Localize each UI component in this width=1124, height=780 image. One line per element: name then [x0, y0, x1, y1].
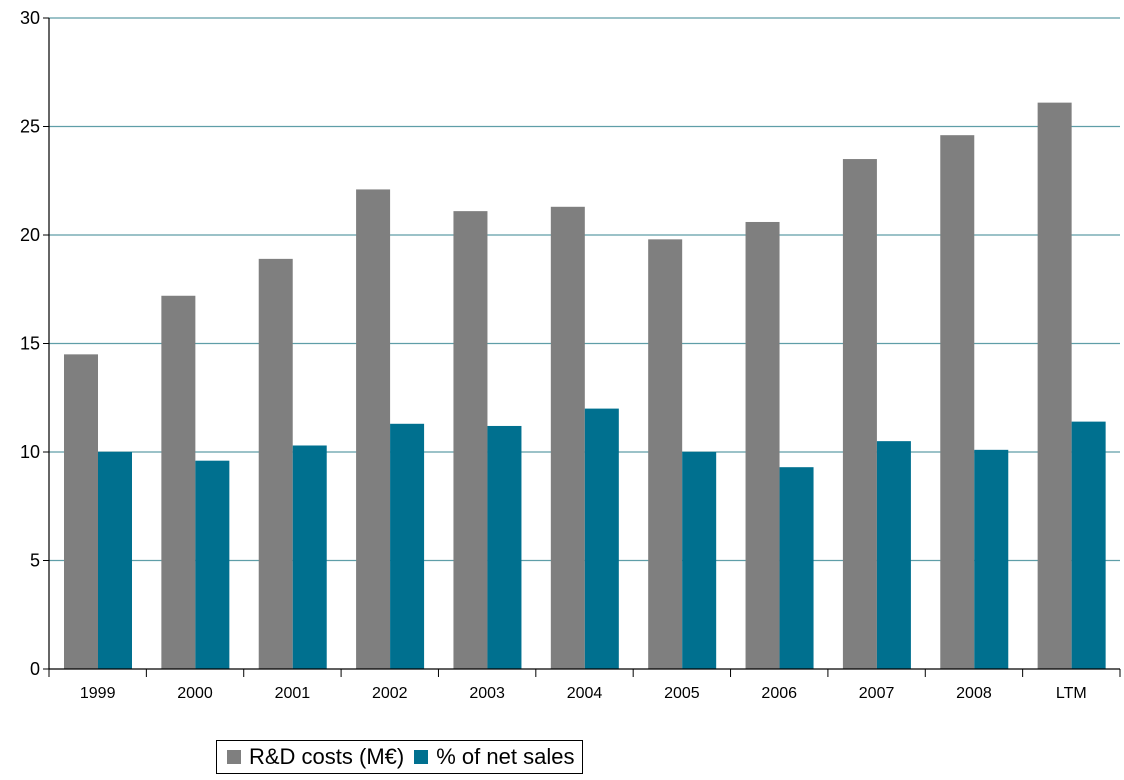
- x-tick-label-LTM: LTM: [1056, 685, 1087, 702]
- bar-rd-costs-2007: [842, 159, 877, 670]
- bar-rd-costs-1999: [64, 354, 98, 669]
- legend-swatch-net-sales: [414, 750, 429, 764]
- x-tick-label-2005: 2005: [664, 685, 700, 702]
- x-tick-label-2001: 2001: [275, 685, 311, 702]
- bar-net-sales-2008: [974, 449, 1009, 669]
- y-tick-label-0: 0: [30, 659, 40, 679]
- x-tick-label-2002: 2002: [372, 685, 408, 702]
- bar-net-sales-2002: [390, 423, 425, 669]
- x-tick-label-2007: 2007: [859, 685, 895, 702]
- y-tick-label-30: 30: [20, 8, 40, 28]
- bar-rd-costs-2006: [745, 221, 780, 670]
- y-tick-label-10: 10: [20, 442, 40, 462]
- bar-rd-costs-2003: [453, 211, 488, 669]
- bar-net-sales-2006: [779, 467, 814, 669]
- x-tick-label-2000: 2000: [177, 685, 213, 702]
- tick-labels: 0 5 10 15 20 25 30 1999 2000 2001 2002 2003 2004 2005…: [20, 8, 1087, 702]
- legend: R&D costs (M€) % of net sales: [216, 740, 584, 774]
- bar-net-sales-2001: [292, 445, 327, 669]
- y-tick-label-20: 20: [20, 225, 40, 245]
- bars: [64, 102, 1106, 670]
- bar-rd-costs-2008: [940, 135, 975, 669]
- y-tick-label-5: 5: [30, 551, 40, 571]
- x-tick-label-2006: 2006: [761, 685, 797, 702]
- x-tick-label-2003: 2003: [469, 685, 505, 702]
- legend-swatch-rd-costs: [227, 750, 241, 764]
- bar-net-sales-2007: [876, 441, 911, 669]
- bar-net-sales-2003: [487, 425, 522, 669]
- bar-rd-costs-LTM: [1037, 102, 1072, 669]
- y-tick-label-25: 25: [20, 117, 40, 137]
- bar-rd-costs-2004: [550, 206, 585, 670]
- bar-net-sales-2000: [195, 460, 230, 669]
- axes: [43, 17, 1121, 677]
- y-tick-label-15: 15: [20, 334, 40, 354]
- bar-rd-costs-2005: [648, 239, 683, 669]
- bar-rd-costs-2000: [161, 295, 196, 669]
- x-tick-label-2008: 2008: [956, 685, 992, 702]
- legend-label-rd-costs: R&D costs (M€): [249, 744, 405, 769]
- bar-net-sales-2004: [584, 408, 619, 669]
- x-tick-label-1999: 1999: [80, 685, 116, 702]
- bar-net-sales-2005: [682, 452, 717, 669]
- bar-net-sales-LTM: [1071, 421, 1106, 669]
- bar-rd-costs-2001: [258, 258, 293, 669]
- legend-entry-net-sales: % of net sales: [414, 744, 574, 770]
- bar-net-sales-1999: [98, 452, 132, 669]
- bar-rd-costs-2002: [356, 189, 391, 669]
- legend-entry-rd-costs: R&D costs (M€): [227, 744, 404, 770]
- x-tick-label-2004: 2004: [567, 685, 603, 702]
- legend-label-net-sales: % of net sales: [436, 744, 575, 769]
